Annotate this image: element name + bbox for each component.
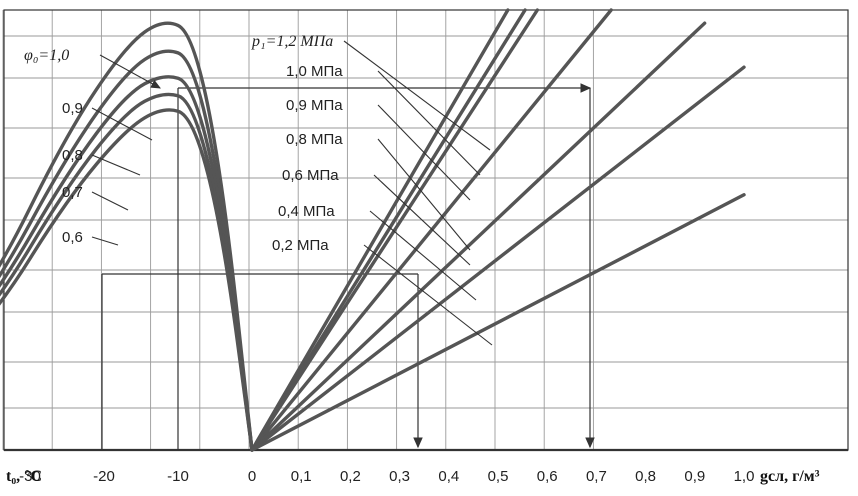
pressure-label-3: 0,8 МПа	[286, 131, 343, 148]
tick-label-left: -30	[19, 468, 41, 485]
series-labels: φ₀=1,0 0,9 0,8 0,7 0,6 p₁=1,2 МПа 1,0 МПа 0,9 М…	[24, 33, 343, 254]
series-line-left-4	[0, 108, 254, 451]
leader-line	[363, 244, 493, 346]
tick-label-right: 0,5	[488, 468, 509, 485]
pressure-label-6: 0,2 МПа	[272, 237, 329, 254]
leader-line	[343, 40, 491, 151]
pressure-label-0: p₁=1,2 МПа	[251, 33, 333, 50]
tick-label-left: -20	[93, 468, 115, 485]
tick-label-right: 0,2	[340, 468, 361, 485]
series-line-right-4	[250, 21, 707, 452]
tick-label-right: 0,4	[438, 468, 459, 485]
leader-line	[377, 70, 481, 176]
series-line-right-3	[250, 8, 613, 452]
series-line-right-5	[250, 65, 746, 452]
curve-label-left-4: 0,6	[62, 229, 83, 246]
series-lines	[0, 8, 746, 452]
leader-line	[369, 210, 477, 301]
tick-label-right: 0,8	[635, 468, 656, 485]
tick-label-left: -10	[167, 468, 189, 485]
tick-label-right: 0,1	[291, 468, 312, 485]
leader-line	[373, 174, 471, 266]
series-line-left-2	[0, 75, 254, 451]
leader-line	[91, 107, 153, 141]
curve-label-left-1: 0,9	[62, 100, 83, 117]
tick-label-right: 0,7	[586, 468, 607, 485]
pressure-label-5: 0,4 МПа	[278, 203, 335, 220]
curve-label-left-3: 0,7	[62, 184, 83, 201]
tick-label-right: 1,0	[734, 468, 755, 485]
series-line-right-2	[250, 8, 540, 452]
leader-line	[377, 138, 471, 251]
series-line-left-1	[0, 49, 254, 451]
series-line-right-1	[250, 8, 527, 452]
curve-label-left-0: φ₀=1,0	[24, 47, 69, 64]
tick-label-right: 0,3	[389, 468, 410, 485]
series-line-left-3	[0, 92, 254, 451]
leader-line	[99, 54, 161, 89]
series-line-right-6	[250, 193, 746, 452]
leader-line	[91, 154, 141, 176]
right-axis-label: gсл, г/м³	[760, 468, 820, 485]
tick-label-left: 0	[248, 468, 256, 485]
left-axis-label: t₀, °C	[6, 468, 42, 485]
leader-line	[377, 104, 471, 201]
pressure-label-1: 1,0 МПа	[286, 63, 343, 80]
tick-label-right: 0,6	[537, 468, 558, 485]
tick-labels: -30 -20 -10 0 0,1 0,2 0,3 0,4 0,5 0,6 0,7 0,8 0,9 1,0	[19, 468, 754, 485]
pressure-label-2: 0,9 МПа	[286, 97, 343, 114]
series-line-left-0	[0, 21, 254, 451]
curve-label-left-2: 0,8	[62, 147, 83, 164]
tick-label-right: 0,9	[684, 468, 705, 485]
label-leaders	[91, 40, 493, 346]
leader-line	[91, 236, 119, 246]
series-line-right-0	[250, 8, 510, 452]
leader-line	[91, 191, 129, 211]
pressure-label-4: 0,6 МПа	[282, 167, 339, 184]
